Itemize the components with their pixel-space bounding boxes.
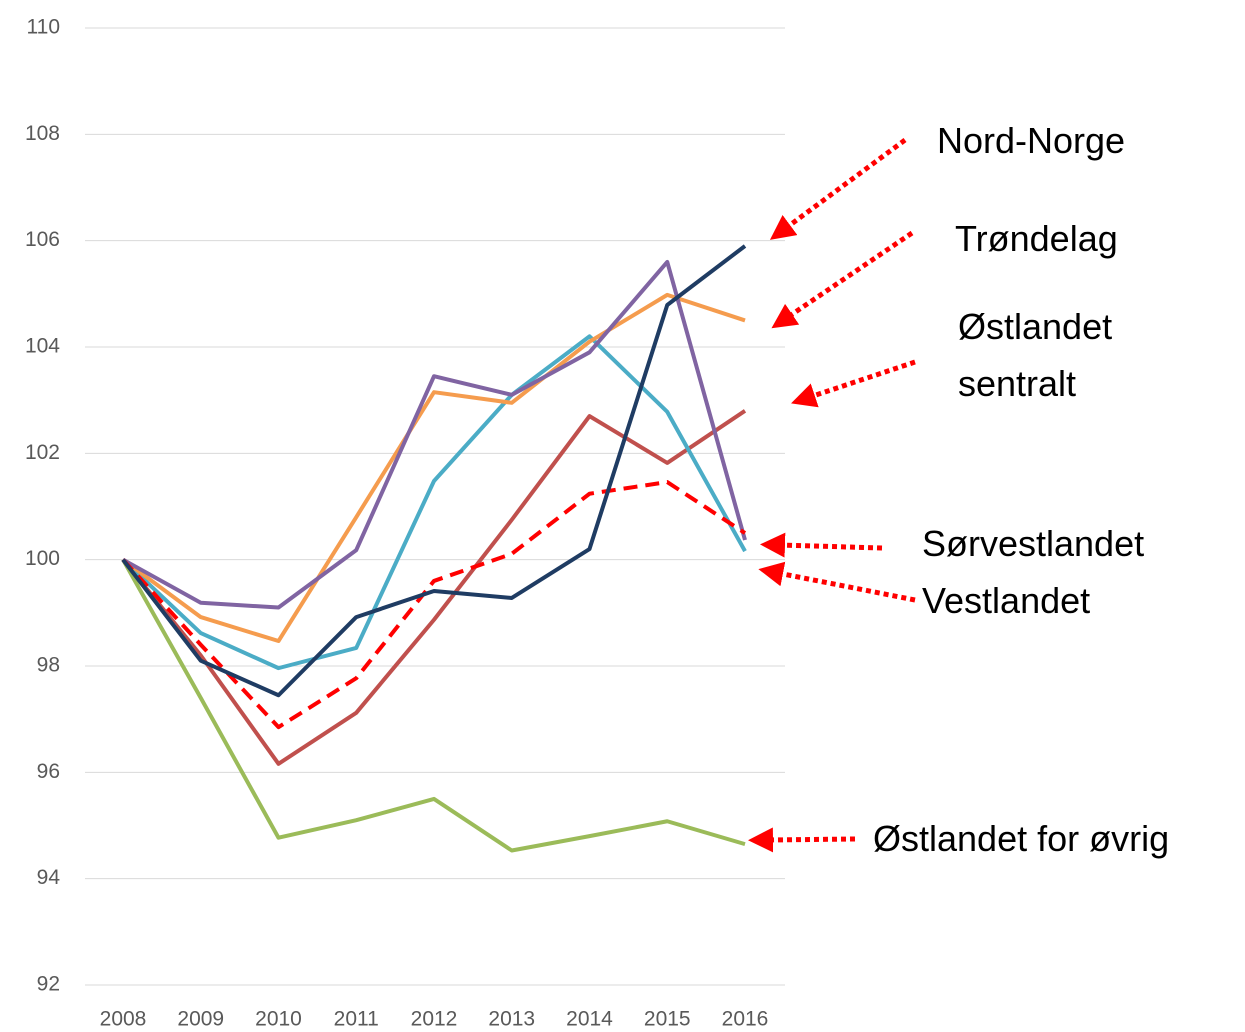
series-line bbox=[121, 480, 747, 730]
x-tick-label: 2012 bbox=[411, 1008, 458, 1031]
arrow bbox=[748, 827, 856, 853]
series-line bbox=[121, 409, 747, 766]
y-tick-label: 96 bbox=[37, 760, 60, 783]
y-tick-label: 98 bbox=[37, 654, 60, 677]
x-tick-label: 2011 bbox=[334, 1008, 379, 1031]
x-tick-label: 2008 bbox=[100, 1008, 147, 1031]
series-line bbox=[121, 244, 747, 698]
arrow bbox=[760, 532, 883, 558]
y-tick-label: 102 bbox=[25, 441, 60, 464]
y-tick-label: 94 bbox=[37, 866, 61, 889]
y-tick-label: 110 bbox=[27, 16, 60, 39]
x-tick-label: 2010 bbox=[255, 1008, 302, 1031]
arrow bbox=[771, 230, 914, 329]
series-label: Sørvestlandet bbox=[922, 523, 1145, 564]
x-tick-label: 2013 bbox=[488, 1008, 535, 1031]
series-line bbox=[121, 292, 746, 644]
series-label: Vestlandet bbox=[922, 580, 1091, 621]
series-label: Trøndelag bbox=[955, 218, 1118, 259]
x-tick-label: 2014 bbox=[566, 1008, 613, 1031]
y-tick-label: 106 bbox=[25, 228, 60, 251]
series-label: Østlandet sentralt bbox=[958, 306, 1113, 404]
series-line bbox=[122, 259, 747, 610]
y-tick-label: 100 bbox=[25, 547, 60, 570]
arrow bbox=[791, 359, 916, 408]
series-label: Nord-Norge bbox=[937, 120, 1126, 161]
arrow bbox=[758, 561, 916, 603]
series-label: Østlandet for øvrig bbox=[873, 818, 1170, 859]
x-tick-label: 2015 bbox=[644, 1008, 691, 1031]
arrow bbox=[769, 137, 907, 240]
x-tick-label: 2009 bbox=[177, 1008, 224, 1031]
arrows bbox=[748, 137, 916, 853]
y-tick-label: 92 bbox=[37, 973, 60, 996]
y-tick-label: 108 bbox=[25, 122, 60, 145]
series-line bbox=[121, 558, 746, 853]
x-tick-label: 2016 bbox=[722, 1008, 769, 1031]
y-tick-label: 104 bbox=[25, 335, 60, 358]
